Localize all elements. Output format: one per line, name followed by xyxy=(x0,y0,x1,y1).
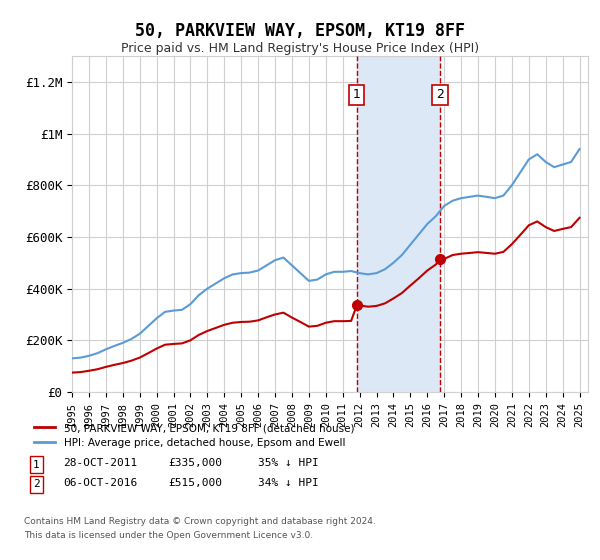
Legend: 50, PARKVIEW WAY, EPSOM, KT19 8FF (detached house), HPI: Average price, detached: 50, PARKVIEW WAY, EPSOM, KT19 8FF (detac… xyxy=(29,418,359,453)
Text: 1: 1 xyxy=(33,460,40,470)
Text: 2: 2 xyxy=(33,479,40,489)
Text: 28-OCT-2011: 28-OCT-2011 xyxy=(63,459,137,469)
Text: £515,000: £515,000 xyxy=(168,478,222,488)
Text: Price paid vs. HM Land Registry's House Price Index (HPI): Price paid vs. HM Land Registry's House … xyxy=(121,42,479,55)
Text: £335,000: £335,000 xyxy=(168,459,222,469)
Bar xyxy=(357,56,440,392)
Text: 35% ↓ HPI: 35% ↓ HPI xyxy=(258,459,319,469)
Text: 34% ↓ HPI: 34% ↓ HPI xyxy=(258,478,319,488)
Text: 2: 2 xyxy=(436,88,444,101)
Text: Contains HM Land Registry data © Crown copyright and database right 2024.: Contains HM Land Registry data © Crown c… xyxy=(24,516,376,526)
Text: 06-OCT-2016: 06-OCT-2016 xyxy=(63,478,137,488)
Text: 50, PARKVIEW WAY, EPSOM, KT19 8FF: 50, PARKVIEW WAY, EPSOM, KT19 8FF xyxy=(135,22,465,40)
Text: This data is licensed under the Open Government Licence v3.0.: This data is licensed under the Open Gov… xyxy=(24,531,313,540)
Text: 1: 1 xyxy=(353,88,361,101)
